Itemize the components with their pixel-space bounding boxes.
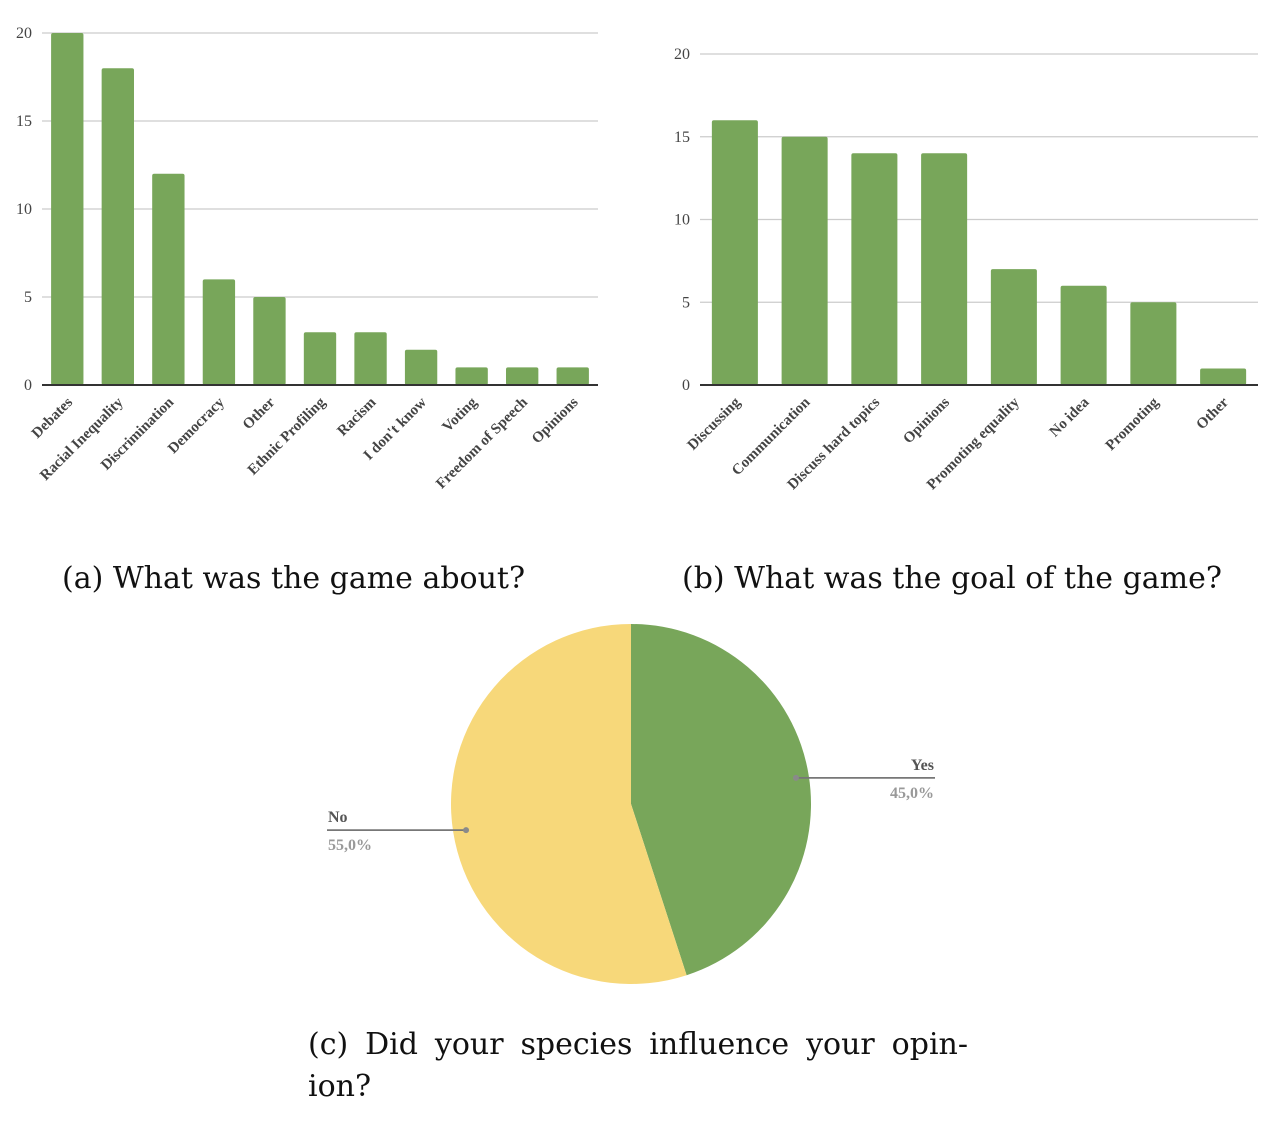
bar-i-don-t-know bbox=[404, 349, 438, 385]
bar-freedom-of-speech bbox=[506, 367, 539, 385]
y-tick-label-15: 15 bbox=[16, 113, 32, 130]
pie-label-no: No bbox=[328, 809, 348, 826]
x-tick-label-no-idea: No idea bbox=[1047, 394, 1093, 440]
x-tick-label-discussing: Discussing bbox=[685, 394, 744, 453]
bar-debates bbox=[51, 33, 84, 385]
y-tick-label-0: 0 bbox=[24, 377, 32, 394]
x-tick-label-opinions: Opinions bbox=[529, 394, 582, 447]
y-tick-label-10: 10 bbox=[16, 201, 32, 218]
bar-other bbox=[253, 297, 286, 385]
bar-promoting bbox=[1130, 302, 1177, 385]
pie-value-no: 55,0% bbox=[328, 837, 372, 854]
bar-discussing bbox=[711, 120, 758, 385]
leader-dot-yes bbox=[792, 774, 799, 781]
y-tick-label-10: 10 bbox=[674, 212, 690, 229]
y-tick-label-20: 20 bbox=[674, 46, 690, 63]
pie-label-yes: Yes bbox=[911, 757, 934, 774]
bar-opinions bbox=[921, 153, 968, 385]
bar-racism bbox=[354, 332, 387, 385]
y-tick-label-20: 20 bbox=[16, 25, 32, 42]
bar-no-idea bbox=[1060, 285, 1107, 385]
caption-c: (c) Did your species influence your opin… bbox=[308, 1027, 968, 1104]
pie-chart-species-influence: Yes 45,0% No 55,0% bbox=[327, 624, 935, 984]
x-tick-label-other: Other bbox=[240, 394, 279, 433]
y-tick-label-0: 0 bbox=[682, 377, 690, 394]
x-tick-label-voting: Voting bbox=[439, 394, 480, 435]
bar-democracy bbox=[202, 279, 236, 385]
caption-a: (a) What was the game about? bbox=[62, 561, 526, 596]
x-tick-label-debates: Debates bbox=[29, 394, 76, 441]
x-tick-label-opinions: Opinions bbox=[900, 394, 953, 447]
bar-racial-inequality bbox=[101, 68, 134, 385]
x-tick-label-freedom-of-speech: Freedom of Speech bbox=[433, 394, 531, 492]
x-tick-label-other: Other bbox=[1194, 394, 1233, 433]
bar-opinions bbox=[556, 367, 589, 385]
bar-discuss-hard-topics bbox=[851, 153, 898, 385]
pie-slice-yes bbox=[631, 624, 811, 976]
y-tick-label-5: 5 bbox=[24, 289, 32, 306]
leader-dot-no bbox=[463, 827, 470, 834]
y-tick-label-15: 15 bbox=[674, 129, 690, 146]
pie-slice-no bbox=[451, 624, 687, 984]
bar-voting bbox=[455, 367, 488, 385]
bar-discrimination bbox=[152, 173, 185, 385]
caption-b: (b) What was the goal of the game? bbox=[682, 561, 1222, 596]
y-tick-label-5: 5 bbox=[682, 294, 690, 311]
bar-communication bbox=[781, 136, 828, 385]
bar-other bbox=[1200, 368, 1247, 385]
bar-promoting-equality bbox=[990, 269, 1037, 385]
pie-value-yes: 45,0% bbox=[890, 785, 934, 802]
x-tick-label-promoting: Promoting bbox=[1103, 394, 1163, 454]
bar-ethnic-profiling bbox=[303, 332, 337, 385]
x-tick-label-racism: Racism bbox=[334, 394, 379, 439]
